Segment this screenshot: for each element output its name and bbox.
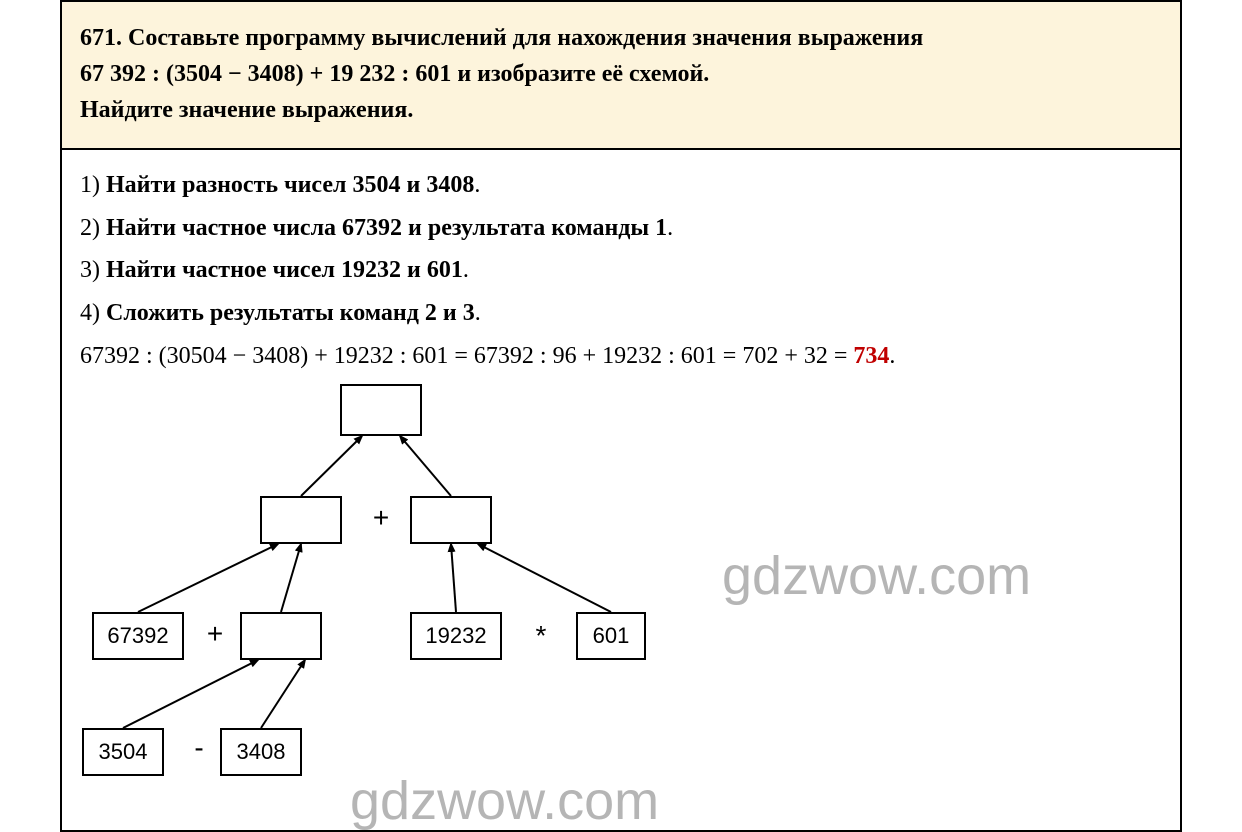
tree-node-n67392: 67392: [92, 612, 184, 660]
tree-node-root: [340, 384, 422, 436]
problem-number: 671.: [80, 25, 122, 51]
computation-tree-diagram: 67392 19232 601 3504 3408 + + * -: [80, 380, 720, 820]
tree-operator-minus: -: [184, 732, 214, 764]
solution-body: 1) Найти разность чисел 3504 и 3408. 2) …: [62, 150, 1180, 830]
tree-arrow: [261, 660, 305, 728]
problem-statement: 671. Составьте программу вычислений для …: [62, 2, 1180, 150]
step-tail: .: [475, 300, 481, 326]
solution-step-2: 2) Найти частное числа 67392 и результат…: [80, 207, 1162, 250]
tree-arrow: [301, 436, 362, 496]
problem-line-2: 67 392 : (3504 − 3408) + 19 232 : 601 и …: [80, 56, 1162, 92]
step-tail: .: [474, 172, 480, 198]
step-tail: .: [667, 215, 673, 241]
step-number: 4): [80, 300, 100, 326]
tree-arrow: [451, 544, 456, 612]
step-text: Найти частное числа 67392 и результата к…: [106, 215, 667, 241]
tree-node-n601: 601: [576, 612, 646, 660]
tree-node-blank1: [240, 612, 322, 660]
watermark-text: gdzwow.com: [722, 545, 1031, 607]
calc-expression: 67392 : (30504 − 3408) + 19232 : 601 = 6…: [80, 343, 853, 369]
tree-arrow: [478, 544, 611, 612]
tree-arrow: [138, 544, 278, 612]
tree-node-n19232: 19232: [410, 612, 502, 660]
step-text: Найти частное чисел 19232 и 601: [106, 257, 463, 283]
step-tail: .: [463, 257, 469, 283]
step-text: Найти разность чисел 3504 и 3408: [106, 172, 474, 198]
tree-arrow: [281, 544, 301, 612]
exercise-container: 671. Составьте программу вычислений для …: [60, 0, 1182, 832]
tree-arrow: [123, 660, 258, 728]
calc-tail: .: [889, 343, 895, 369]
tree-arrow: [400, 436, 451, 496]
step-number: 3): [80, 257, 100, 283]
tree-operator-star: *: [526, 620, 556, 652]
final-answer: 734: [853, 343, 889, 369]
tree-node-n3408: 3408: [220, 728, 302, 776]
tree-node-lmid: [260, 496, 342, 544]
solution-calc: 67392 : (30504 − 3408) + 19232 : 601 = 6…: [80, 335, 1162, 378]
tree-arrows-svg: [80, 380, 720, 820]
step-number: 1): [80, 172, 100, 198]
tree-node-rmid: [410, 496, 492, 544]
tree-operator-plus_low: +: [200, 618, 230, 650]
step-number: 2): [80, 215, 100, 241]
solution-step-4: 4) Сложить результаты команд 2 и 3.: [80, 292, 1162, 335]
tree-operator-plus_mid: +: [366, 502, 396, 534]
problem-text-1: Составьте программу вычислений для нахож…: [128, 25, 923, 51]
solution-step-3: 3) Найти частное чисел 19232 и 601.: [80, 249, 1162, 292]
problem-line-3: Найдите значение выражения.: [80, 92, 1162, 128]
solution-step-1: 1) Найти разность чисел 3504 и 3408.: [80, 164, 1162, 207]
problem-line-1: 671. Составьте программу вычислений для …: [80, 20, 1162, 56]
step-text: Сложить результаты команд 2 и 3: [106, 300, 475, 326]
tree-node-n3504: 3504: [82, 728, 164, 776]
